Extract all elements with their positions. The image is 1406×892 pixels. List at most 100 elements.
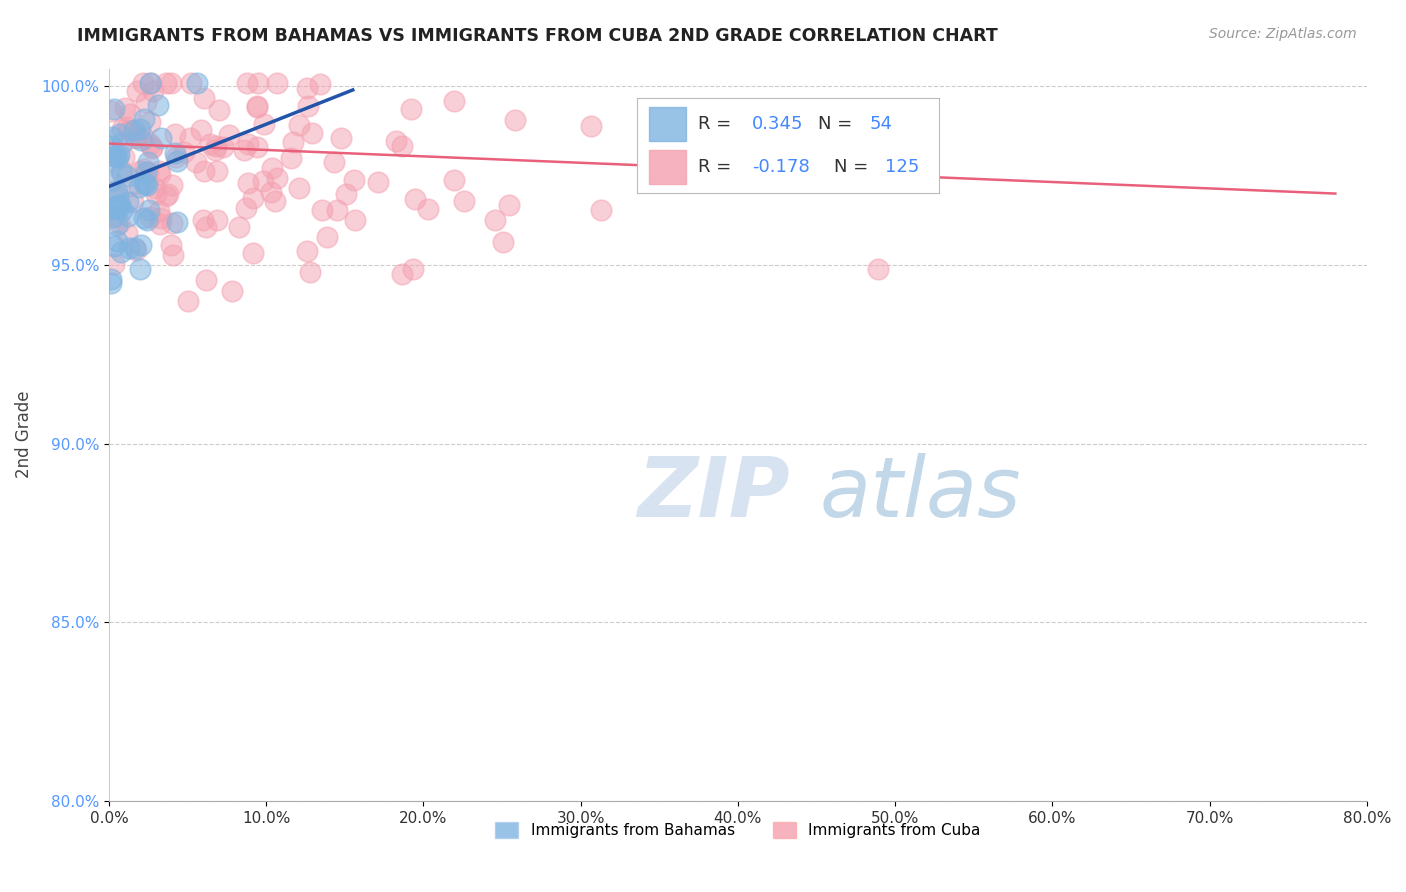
- Point: [221, 285, 243, 299]
- Point: [149, 217, 172, 231]
- Point: [503, 113, 526, 128]
- Point: [297, 98, 319, 112]
- Point: [149, 167, 172, 181]
- Point: [177, 293, 200, 308]
- Point: [107, 147, 129, 161]
- Point: [100, 130, 122, 145]
- Point: [207, 163, 229, 178]
- Point: [108, 215, 131, 229]
- Point: [399, 103, 422, 117]
- Point: [301, 126, 323, 140]
- Point: [194, 273, 217, 287]
- Point: [107, 201, 129, 215]
- Point: [114, 101, 136, 115]
- Point: [391, 138, 413, 153]
- Point: [148, 164, 170, 178]
- Point: [136, 212, 159, 227]
- Point: [146, 98, 169, 112]
- Point: [236, 137, 259, 152]
- Point: [242, 245, 264, 260]
- Point: [246, 140, 269, 154]
- Point: [266, 170, 288, 185]
- Point: [232, 144, 254, 158]
- Point: [124, 131, 146, 145]
- Text: IMMIGRANTS FROM BAHAMAS VS IMMIGRANTS FROM CUBA 2ND GRADE CORRELATION CHART: IMMIGRANTS FROM BAHAMAS VS IMMIGRANTS FR…: [77, 27, 998, 45]
- Point: [107, 150, 129, 164]
- Point: [367, 175, 389, 189]
- Point: [100, 272, 122, 286]
- Point: [335, 187, 357, 202]
- Point: [111, 122, 134, 136]
- Point: [125, 243, 148, 257]
- Point: [111, 136, 134, 150]
- Point: [401, 262, 423, 277]
- Point: [100, 174, 122, 188]
- Point: [589, 202, 612, 217]
- Point: [124, 241, 146, 255]
- Point: [246, 76, 269, 90]
- Point: [443, 94, 465, 108]
- Point: [204, 143, 226, 157]
- Text: ZIP: ZIP: [637, 453, 790, 533]
- Point: [104, 150, 127, 164]
- Point: [288, 118, 311, 132]
- Point: [186, 76, 208, 90]
- Point: [117, 195, 139, 210]
- Point: [343, 213, 366, 227]
- Point: [107, 184, 129, 198]
- Point: [246, 99, 269, 113]
- Point: [179, 130, 201, 145]
- Point: [129, 238, 152, 252]
- Point: [160, 238, 183, 252]
- Point: [122, 194, 145, 209]
- Point: [238, 176, 260, 190]
- Point: [260, 185, 283, 199]
- Point: [108, 198, 131, 212]
- Point: [343, 173, 366, 187]
- Point: [122, 122, 145, 136]
- Point: [326, 203, 349, 218]
- Point: [204, 138, 226, 153]
- Point: [162, 248, 184, 262]
- Point: [129, 163, 152, 178]
- Point: [100, 103, 122, 118]
- Point: [165, 150, 187, 164]
- Point: [262, 161, 284, 175]
- Point: [110, 244, 132, 259]
- Point: [308, 77, 330, 91]
- Point: [132, 176, 155, 190]
- Point: [156, 187, 179, 202]
- Point: [198, 136, 221, 151]
- Point: [103, 210, 125, 224]
- Point: [218, 128, 240, 142]
- Point: [242, 191, 264, 205]
- Point: [193, 91, 215, 105]
- Text: atlas: atlas: [820, 453, 1021, 533]
- Point: [134, 177, 156, 191]
- Point: [138, 203, 160, 218]
- Point: [246, 100, 269, 114]
- Legend: Immigrants from Bahamas, Immigrants from Cuba: Immigrants from Bahamas, Immigrants from…: [489, 816, 987, 845]
- Point: [118, 123, 141, 137]
- Point: [235, 76, 257, 90]
- Point: [498, 198, 520, 212]
- Point: [149, 211, 172, 226]
- Point: [235, 201, 257, 215]
- Point: [120, 107, 142, 121]
- Point: [139, 210, 162, 224]
- Point: [136, 165, 159, 179]
- Text: Source: ZipAtlas.com: Source: ZipAtlas.com: [1209, 27, 1357, 41]
- Point: [492, 235, 515, 250]
- Point: [316, 229, 339, 244]
- Point: [443, 173, 465, 187]
- Point: [132, 76, 155, 90]
- Point: [121, 126, 143, 140]
- Point: [139, 76, 162, 90]
- Point: [105, 218, 128, 232]
- Point: [266, 76, 288, 90]
- Point: [330, 131, 353, 145]
- Point: [100, 138, 122, 153]
- Point: [101, 184, 124, 198]
- Point: [139, 76, 162, 90]
- Point: [416, 202, 439, 217]
